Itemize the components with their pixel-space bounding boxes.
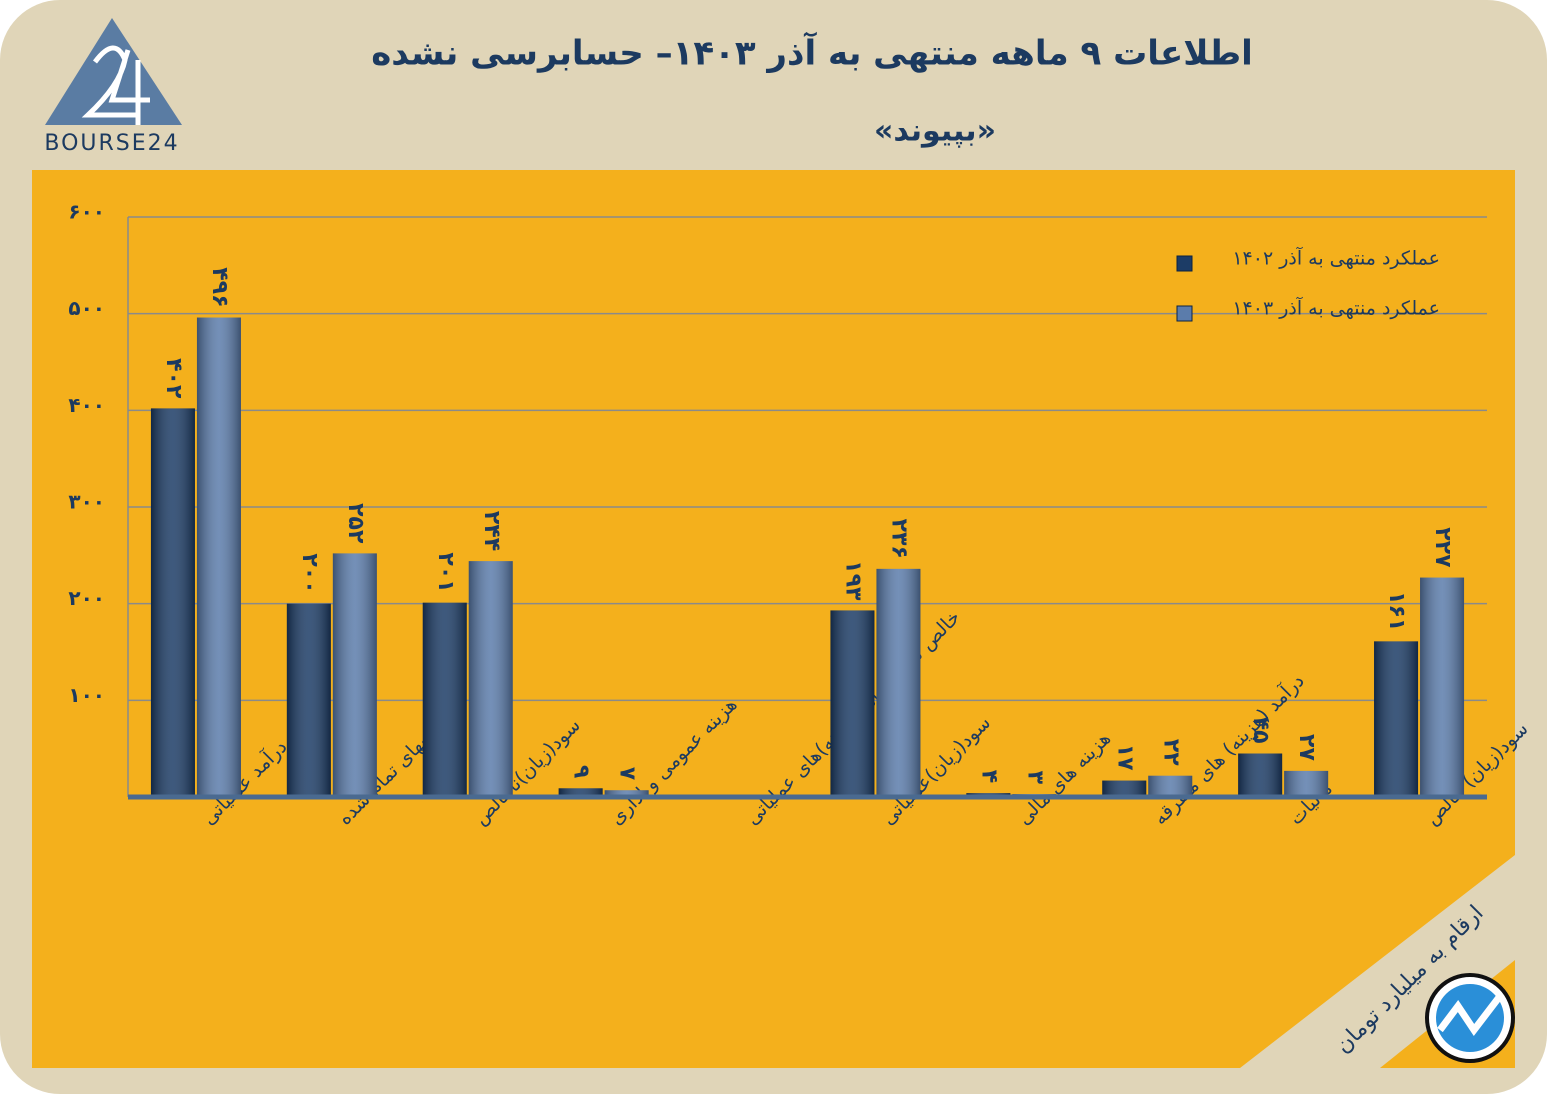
value-label: ۴۵ bbox=[1248, 717, 1273, 744]
plot-panel bbox=[32, 170, 1515, 1068]
y-tick-label: ۵۰۰ bbox=[68, 296, 105, 320]
value-label: ۴ bbox=[976, 770, 1001, 783]
value-label: ۲۷ bbox=[1294, 734, 1319, 761]
value-label: ۱۹۳ bbox=[840, 560, 865, 601]
value-label: ۴۰۲ bbox=[161, 358, 186, 399]
bar-shade bbox=[332, 553, 377, 797]
chart-title: اطلاعات ۹ ماهه منتهی به آذر ۱۴۰۳– حسابرس… bbox=[371, 32, 1253, 74]
corner-icon-arrow bbox=[1437, 993, 1503, 1037]
value-label: ۴۹۶ bbox=[207, 267, 232, 307]
bar-shade bbox=[196, 317, 241, 797]
bar-shade bbox=[876, 568, 921, 797]
value-label: ۲۳۶ bbox=[886, 519, 911, 559]
bar-shade bbox=[150, 408, 195, 797]
bar-shade bbox=[1284, 770, 1329, 797]
logo-mark bbox=[81, 45, 150, 125]
bar-shade bbox=[1102, 780, 1147, 797]
legend-label: عملکرد منتهی به آذر ۱۴۰۳ bbox=[1232, 296, 1440, 320]
value-label: ۷ bbox=[615, 767, 640, 781]
value-label: ۱۶۱ bbox=[1384, 591, 1409, 631]
value-label: ۲۲۷ bbox=[1430, 527, 1455, 568]
y-tick-label: ۲۰۰ bbox=[68, 586, 105, 610]
bar-shade bbox=[830, 610, 875, 797]
y-tick-label: ۴۰۰ bbox=[68, 393, 105, 417]
bar-shade bbox=[1420, 577, 1465, 797]
bar-shade bbox=[468, 561, 513, 797]
legend-swatch bbox=[1176, 255, 1193, 272]
y-tick-label: ۳۰۰ bbox=[68, 490, 105, 514]
bar-shade bbox=[1238, 753, 1283, 797]
bar-shade bbox=[286, 603, 331, 797]
logo-text: BOURSE24 bbox=[44, 131, 179, 156]
bar-shade bbox=[422, 602, 467, 797]
bar-shade bbox=[1374, 641, 1419, 797]
value-label: ۲۰۱ bbox=[433, 552, 458, 592]
legend-swatch bbox=[1176, 305, 1193, 322]
bar-shade bbox=[604, 790, 649, 797]
chart-subtitle: «بپیوند» bbox=[874, 114, 996, 149]
bar-shade bbox=[558, 788, 603, 797]
value-label: ۹ bbox=[569, 765, 594, 778]
value-label: ۲۴۴ bbox=[479, 511, 504, 551]
value-label: ۲۵۲ bbox=[343, 503, 368, 544]
value-label: ۲۰۰ bbox=[297, 553, 322, 593]
value-label: ۱۷ bbox=[1112, 744, 1137, 771]
y-tick-label: ۱۰۰ bbox=[68, 683, 105, 707]
y-tick-label: ۶۰۰ bbox=[68, 200, 105, 224]
bar-shade bbox=[1148, 775, 1193, 797]
value-label: ۲۲ bbox=[1158, 739, 1183, 766]
value-label: ۳ bbox=[1022, 771, 1047, 785]
legend-label: عملکرد منتهی به آذر ۱۴۰۲ bbox=[1232, 246, 1440, 270]
